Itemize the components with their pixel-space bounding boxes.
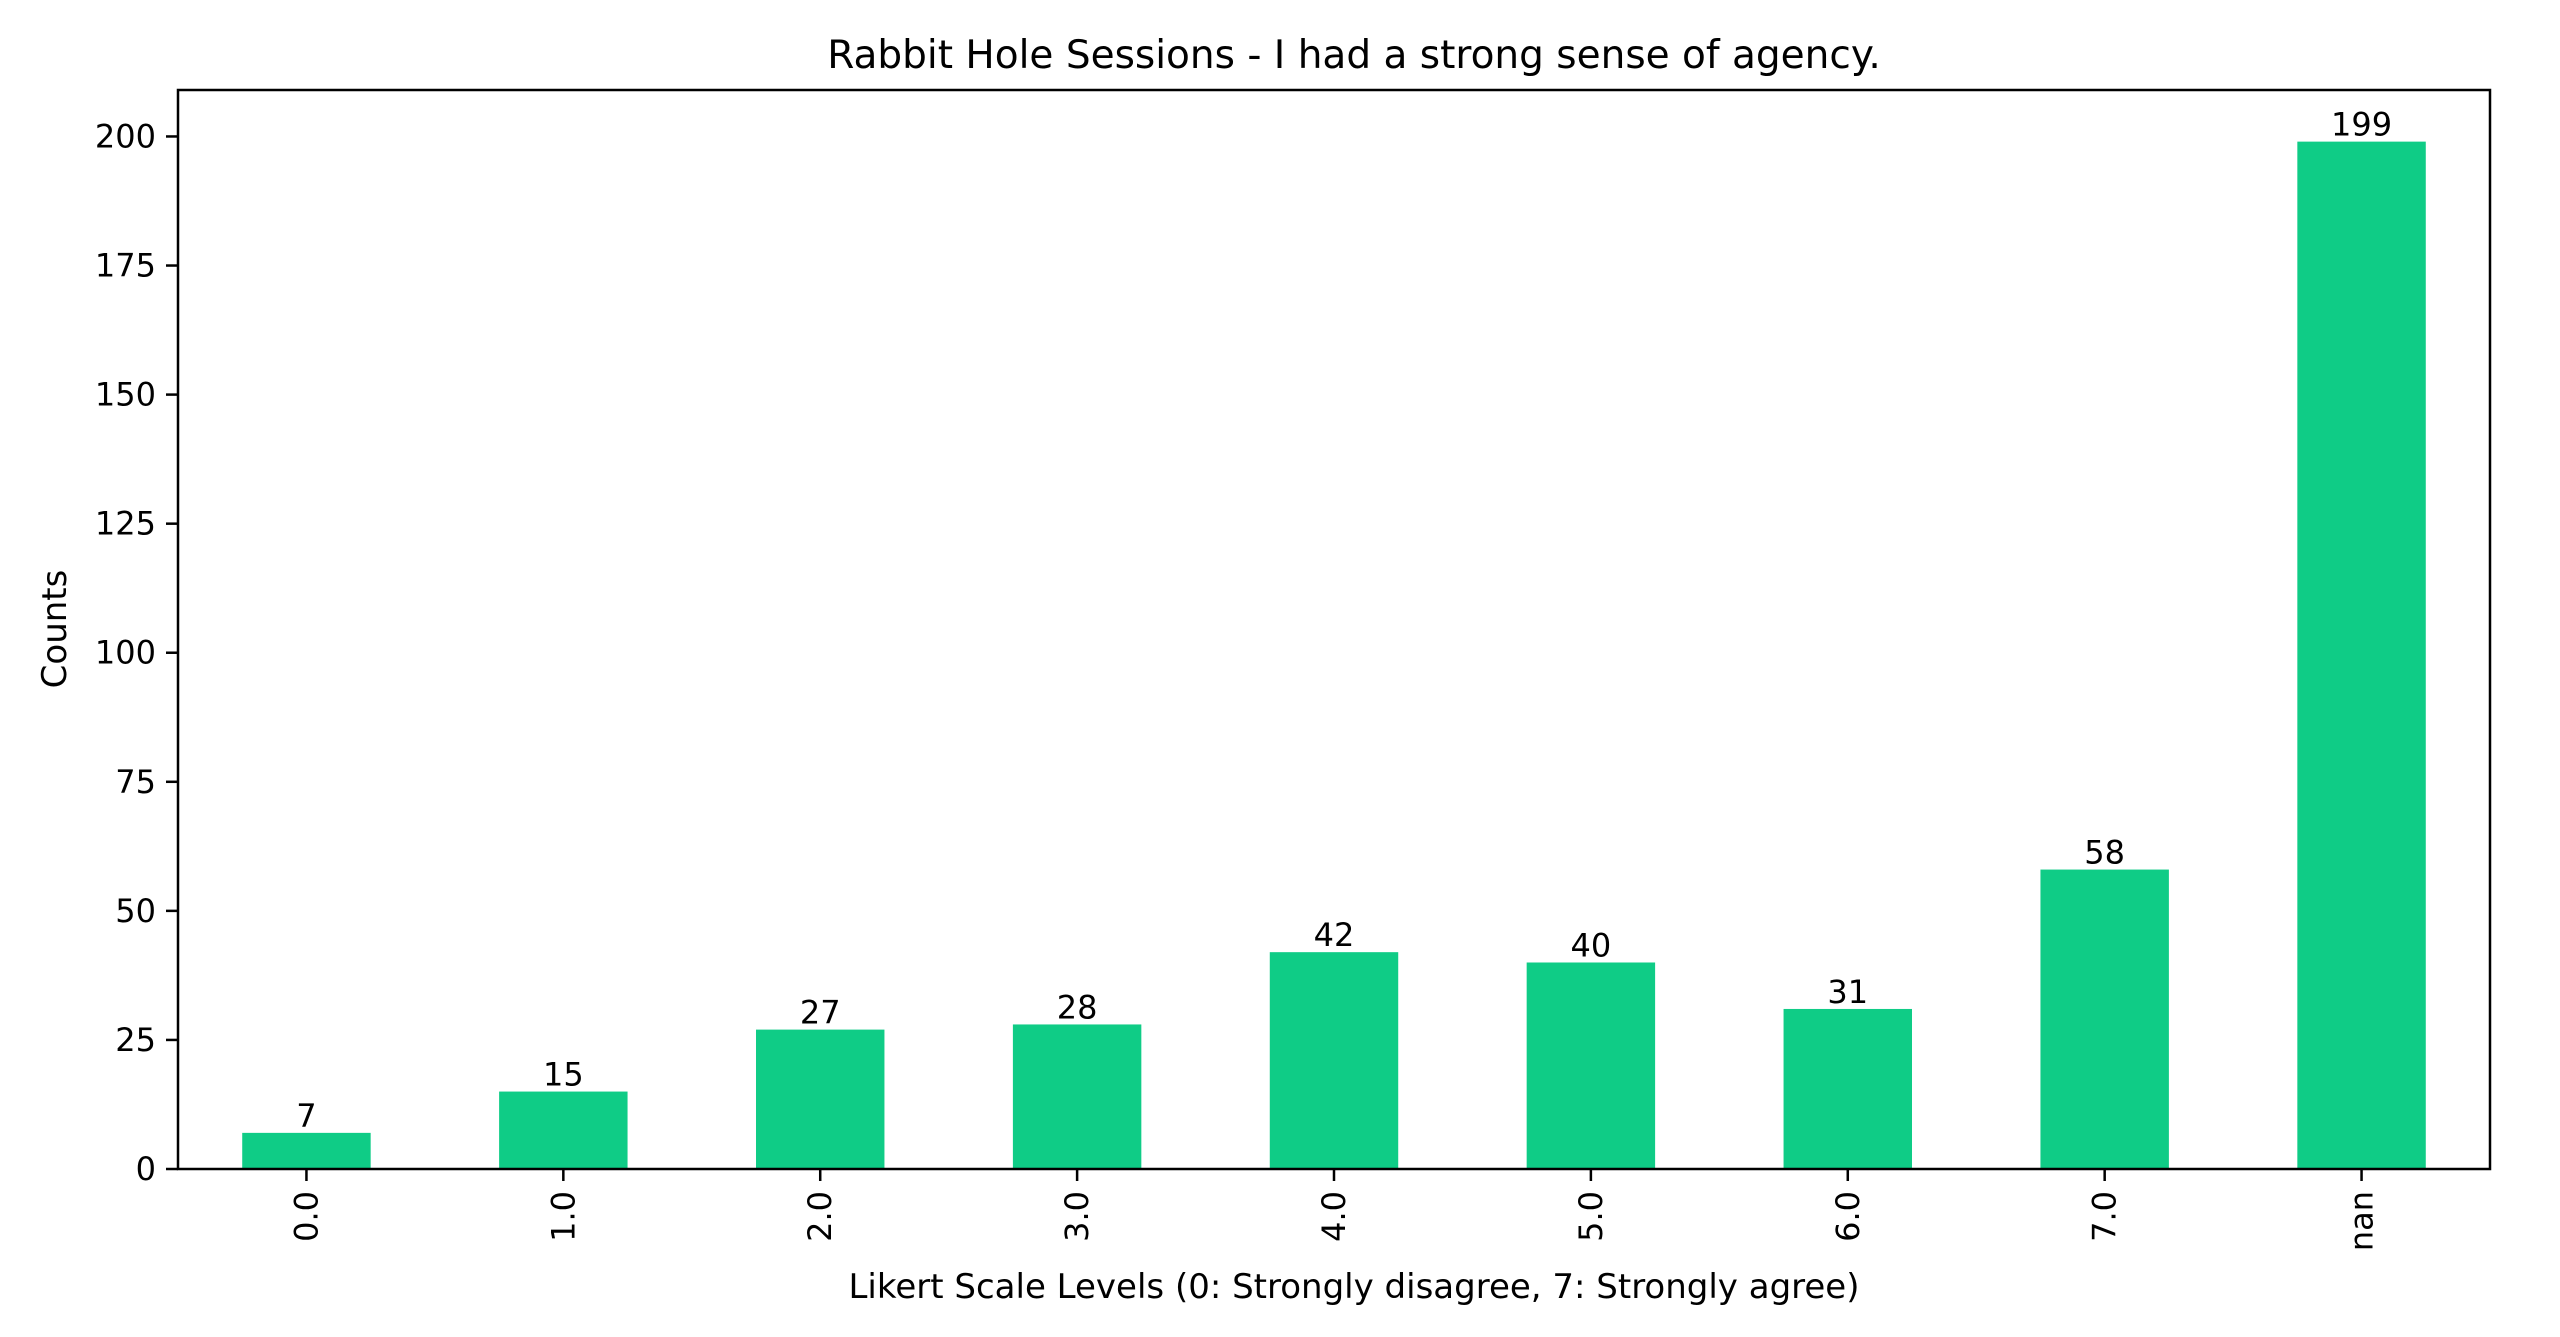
data-label: 27 xyxy=(800,994,841,1032)
x-tick-label: 5.0 xyxy=(1572,1191,1610,1242)
bar-1-0 xyxy=(499,1091,628,1169)
data-label: 28 xyxy=(1057,988,1098,1026)
data-label: 199 xyxy=(2331,106,2392,144)
data-label: 42 xyxy=(1314,916,1355,954)
x-tick-label: 3.0 xyxy=(1058,1191,1096,1242)
bar-4-0 xyxy=(1269,952,1399,1169)
x-tick-label: 1.0 xyxy=(544,1191,582,1242)
y-tick-label: 200 xyxy=(95,117,156,155)
y-tick-label: 125 xyxy=(95,505,156,543)
y-tick-label: 100 xyxy=(95,634,156,672)
plot-area-frame xyxy=(176,88,2492,1171)
chart-title: Rabbit Hole Sessions - I had a strong se… xyxy=(827,33,1881,78)
y-tick-label: 50 xyxy=(115,892,156,930)
y-tick-label: 0 xyxy=(136,1150,156,1188)
x-axis-ticks: 0.0 1.0 2.0 3.0 4.0 5.0 6.0 7.0 nan xyxy=(287,1169,2381,1251)
y-axis-label: Counts xyxy=(35,570,75,689)
data-label: 58 xyxy=(2084,834,2125,872)
y-tick-label: 175 xyxy=(95,247,156,285)
x-tick-label: 6.0 xyxy=(1829,1191,1867,1242)
x-axis-label: Likert Scale Levels (0: Strongly disagre… xyxy=(848,1267,1859,1307)
y-tick-label: 75 xyxy=(115,763,156,801)
bar-7-0 xyxy=(2040,869,2169,1169)
y-axis-ticks: 0 25 50 75 100 125 150 175 200 xyxy=(95,117,178,1188)
x-tick-label: 7.0 xyxy=(2086,1191,2124,1242)
data-labels: 7 15 27 28 42 40 31 58 199 xyxy=(296,106,2392,1135)
x-tick-label: nan xyxy=(2343,1191,2381,1251)
data-label: 40 xyxy=(1571,926,1612,964)
y-tick-label: 25 xyxy=(115,1021,156,1059)
bar-3-0 xyxy=(1012,1024,1142,1169)
y-tick-label: 150 xyxy=(95,376,156,414)
x-tick-label: 0.0 xyxy=(287,1191,325,1242)
bars xyxy=(242,141,2426,1169)
x-tick-label: 4.0 xyxy=(1315,1191,1353,1242)
bar-5-0 xyxy=(1526,962,1656,1169)
data-label: 31 xyxy=(1827,973,1868,1011)
data-label: 15 xyxy=(543,1056,584,1094)
x-tick-label: 2.0 xyxy=(801,1191,839,1242)
bar-2-0 xyxy=(756,1029,885,1169)
data-label: 7 xyxy=(296,1097,316,1135)
bar-0-0 xyxy=(242,1132,371,1169)
bar-nan xyxy=(2297,141,2426,1169)
bar-6-0 xyxy=(1783,1008,1912,1169)
